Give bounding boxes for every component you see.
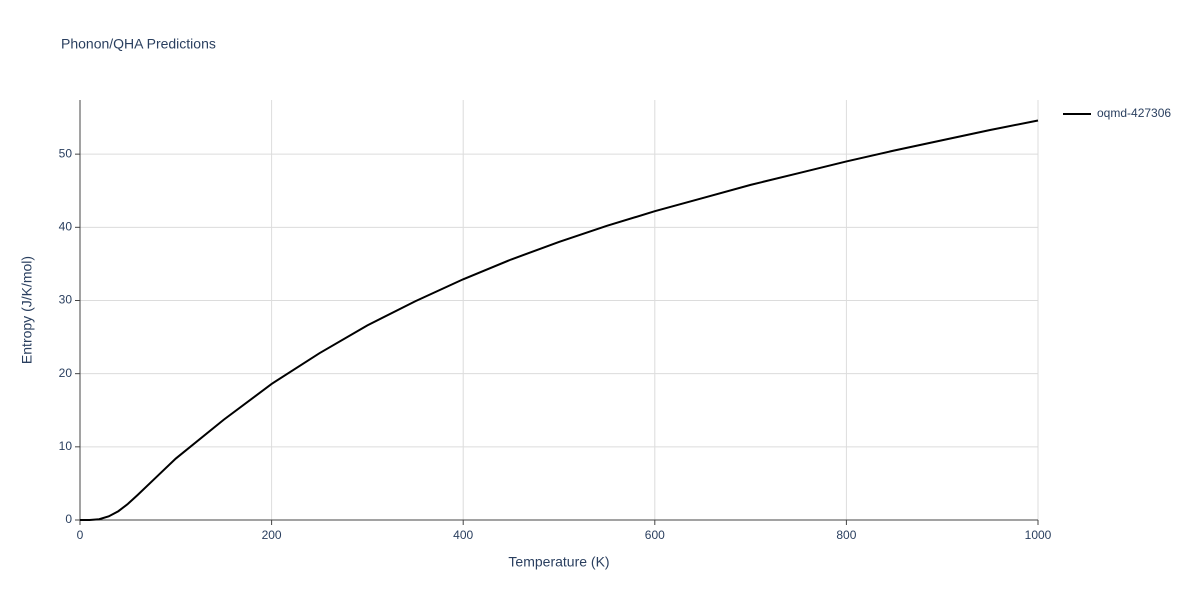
legend-label: oqmd-427306 xyxy=(1097,106,1171,120)
x-tick-label: 800 xyxy=(836,528,856,542)
x-axis-title: Temperature (K) xyxy=(508,554,609,570)
chart-title: Phonon/QHA Predictions xyxy=(61,36,216,52)
y-tick-label: 40 xyxy=(59,219,73,233)
x-tick-label: 600 xyxy=(645,528,665,542)
y-tick-label: 0 xyxy=(65,512,72,526)
y-axis-title: Entropy (J/K/mol) xyxy=(19,256,35,364)
x-tick-label: 400 xyxy=(453,528,473,542)
y-tick-label: 30 xyxy=(59,293,73,307)
x-tick-label: 1000 xyxy=(1025,528,1052,542)
x-tick-label: 200 xyxy=(262,528,282,542)
x-tick-label: 0 xyxy=(77,528,84,542)
y-tick-label: 50 xyxy=(59,146,73,160)
y-tick-label: 10 xyxy=(59,439,73,453)
data-line xyxy=(80,119,1039,521)
y-tick-label: 20 xyxy=(59,366,73,380)
